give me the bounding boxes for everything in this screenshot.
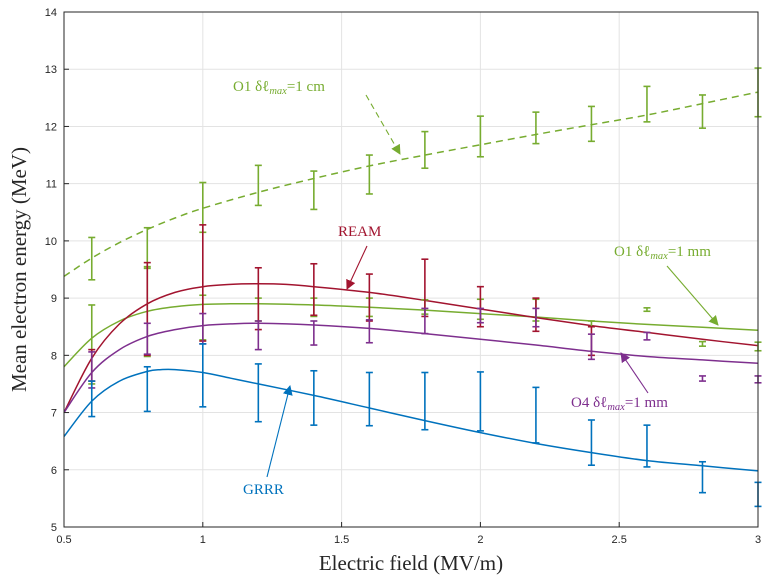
y-tick-label: 14 [45, 7, 57, 19]
annotation-arrow-o1-1mm [666, 265, 719, 326]
y-tick-label: 12 [45, 121, 57, 133]
error-bar-grrr [421, 371, 429, 431]
y-tick-label: 11 [46, 179, 57, 191]
y-tick-label: 10 [45, 236, 57, 248]
error-bar-grrr [365, 371, 373, 427]
error-bar-o4-1mm [643, 331, 651, 341]
error-bar-grrr [143, 365, 151, 413]
annotation-label-o1-1cm: O1 δℓmax=1 cm [233, 79, 325, 97]
error-bar-o4-1mm [421, 307, 429, 335]
error-bar-o1-1cm [698, 94, 706, 129]
error-bar-grrr [643, 424, 651, 468]
x-axis-label: Electric field (MV/m) [319, 551, 503, 575]
error-bar-o4-1mm [587, 333, 595, 361]
error-bar-o1-1cm [254, 164, 262, 207]
error-bar-grrr [532, 386, 540, 444]
error-bar-grrr [199, 343, 207, 408]
error-bar-o1-1cm [310, 170, 318, 211]
annotation-arrow-o4-1mm [620, 352, 649, 394]
annotation-arrow-grrr [266, 385, 293, 478]
error-bar-o1-1cm [88, 236, 96, 281]
annotation-label-ream: REAM [338, 224, 381, 240]
error-bar-o1-1cm [532, 111, 540, 145]
error-bar-o1-1cm [643, 85, 651, 123]
error-bar-grrr [476, 371, 484, 432]
error-bar-grrr [88, 380, 96, 418]
error-bar-o4-1mm [310, 320, 318, 346]
error-bar-o1-1cm [587, 105, 595, 143]
annotation-label-grrr: GRRR [243, 482, 284, 498]
y-axis-label: Mean electron energy (MeV) [7, 147, 31, 392]
error-bar-o4-1mm [532, 307, 540, 328]
annotation-label-o1-1mm: O1 δℓmax=1 mm [614, 244, 711, 262]
y-tick-label: 8 [51, 350, 57, 362]
error-bar-o1-1mm [698, 340, 706, 347]
error-bar-ream [310, 262, 318, 317]
grid-lines [63, 11, 759, 528]
x-tick-label: 3 [755, 534, 761, 546]
plot-area-frame [63, 11, 759, 528]
x-tick-label: 2.5 [612, 534, 627, 546]
y-tick-label: 9 [51, 293, 57, 305]
x-tick-label: 1 [200, 534, 206, 546]
error-bar-grrr [254, 363, 262, 423]
error-bar-o1-1cm [365, 154, 373, 195]
x-tick-label: 0.5 [56, 534, 71, 546]
error-bar-o4-1mm [476, 307, 484, 324]
series-curves [63, 91, 759, 472]
y-tick-label: 5 [51, 522, 57, 534]
error-bar-o4-1mm [254, 320, 262, 351]
x-tick-label: 2 [477, 534, 483, 546]
error-bar-o4-1mm [143, 322, 151, 355]
y-tick-label: 7 [51, 408, 57, 420]
error-bars [88, 67, 762, 508]
annotation-arrow-ream [346, 245, 368, 290]
error-bar-grrr [698, 460, 706, 494]
error-bar-o4-1mm [365, 319, 373, 344]
axis-ticks: 0.5 1 1.5 2 2.5 3 5 6 7 8 9 10 11 12 13 14 [45, 7, 761, 546]
error-bar-o1-1cm [476, 115, 484, 158]
y-tick-label: 13 [45, 64, 57, 76]
error-bar-o4-1mm [698, 375, 706, 382]
error-bar-grrr [587, 419, 595, 467]
annotation-label-o4-1mm: O4 δℓmax=1 mm [571, 395, 668, 413]
x-tick-label: 1.5 [334, 534, 349, 546]
annotations: O1 δℓmax=1 cm REAM O1 δℓmax=1 mm O4 δℓmax=1… [233, 79, 719, 498]
series-line-ream [63, 283, 759, 413]
error-bar-o1-1cm [421, 130, 429, 170]
annotation-arrow-o1-1cm [365, 94, 401, 155]
series-line-grrr [63, 368, 759, 472]
y-tick-label: 6 [51, 465, 57, 477]
error-bar-o1-1mm [643, 307, 651, 313]
error-bar-grrr [310, 369, 318, 426]
series-line-o1-1cm [63, 91, 759, 278]
